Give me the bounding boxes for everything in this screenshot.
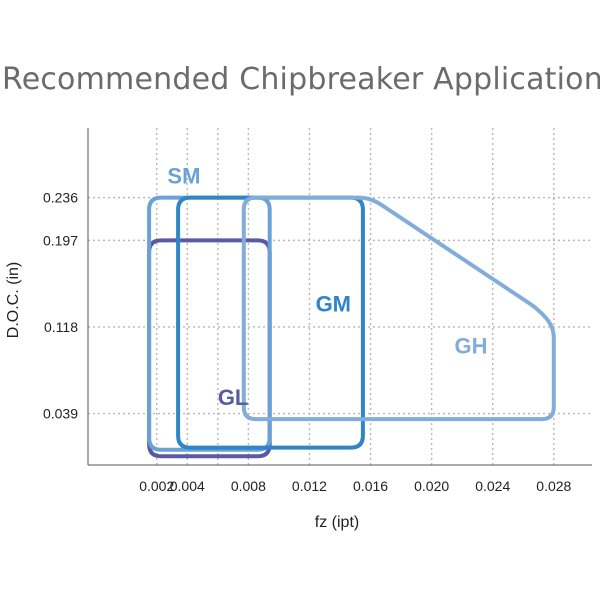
x-tick-label: 0.024	[475, 478, 510, 494]
region-sm	[147, 195, 272, 452]
x-axis-label: fz (ipt)	[315, 514, 359, 531]
region-label-gh: GH	[455, 333, 488, 358]
x-tick-label: 0.004	[170, 478, 205, 494]
chart-title: Recommended Chipbreaker Applications	[2, 62, 600, 97]
region-gm	[176, 195, 365, 450]
y-tick-label: 0.039	[43, 406, 78, 422]
x-tick-label: 0.008	[231, 478, 266, 494]
regions	[147, 195, 556, 459]
grid	[88, 128, 592, 465]
y-tick-label: 0.236	[43, 190, 78, 206]
region-gl	[147, 238, 272, 459]
region-label-gm: GM	[316, 292, 351, 317]
x-tick-label: 0.028	[536, 478, 571, 494]
region-gh	[241, 195, 556, 422]
axes	[87, 128, 592, 466]
y-tick-label: 0.197	[43, 232, 78, 248]
region-labels: SM GM GL GH	[167, 163, 487, 409]
region-label-gl: GL	[218, 385, 249, 410]
x-tick-label: 0.012	[292, 478, 327, 494]
y-axis-label: D.O.C. (in)	[5, 262, 22, 338]
y-tick-label: 0.118	[44, 319, 78, 335]
x-tick-label: 0.002	[139, 478, 174, 494]
x-tick-label: 0.016	[353, 478, 388, 494]
x-tick-label: 0.020	[414, 478, 449, 494]
region-label-sm: SM	[167, 163, 200, 188]
